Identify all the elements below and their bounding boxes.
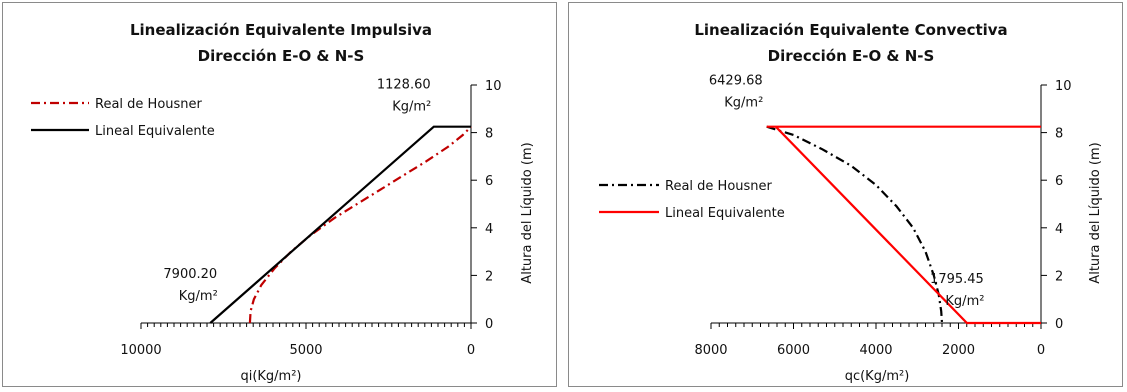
data-label-value: 1128.60 — [377, 78, 431, 93]
y-tick-label: 10 — [1055, 79, 1072, 94]
y-tick-label: 0 — [1055, 317, 1063, 332]
chart-convectiva: Linealización Equivalente Convectiva Dir… — [568, 2, 1123, 387]
chart-title: Linealización Equivalente Convectiva — [694, 21, 1007, 39]
legend-label: Lineal Equivalente — [95, 124, 215, 139]
x-tick-label: 4000 — [859, 343, 892, 358]
data-label-unit: Kg/m² — [724, 96, 763, 111]
chart-subtitle: Dirección E-O & N-S — [768, 47, 935, 65]
data-label-unit: Kg/m² — [392, 100, 431, 115]
data-label-unit: Kg/m² — [179, 289, 218, 304]
chart-convectiva-svg: Linealización Equivalente Convectiva Dir… — [599, 21, 1103, 384]
x-tick-label: 10000 — [120, 343, 161, 358]
y-axis-title: Altura del Líquido (m) — [520, 142, 535, 283]
y-tick-label: 10 — [485, 79, 502, 94]
y-tick-label: 8 — [485, 127, 493, 142]
data-label-value: 6429.68 — [709, 74, 763, 89]
x-tick-label: 2000 — [942, 343, 975, 358]
chart-subtitle: Dirección E-O & N-S — [198, 47, 365, 65]
series-line-2 — [766, 125, 1041, 325]
chart-impulsiva-svg: Linealización Equivalente Impulsiva Dire… — [31, 21, 535, 384]
legend-label: Lineal Equivalente — [665, 206, 785, 221]
y-tick-label: 4 — [485, 222, 493, 237]
y-tick-label: 6 — [1055, 174, 1063, 189]
x-tick-label: 0 — [1037, 343, 1045, 358]
x-axis-title: qc(Kg/m²) — [845, 369, 910, 384]
y-tick-label: 0 — [485, 317, 493, 332]
chart-impulsiva: Linealización Equivalente Impulsiva Dire… — [2, 2, 557, 387]
series-line-1 — [248, 125, 472, 324]
legend-label: Real de Housner — [95, 97, 203, 112]
x-tick-label: 6000 — [777, 343, 810, 358]
series-line-1 — [766, 125, 944, 324]
series-line-2 — [209, 125, 471, 324]
x-axis-title: qi(Kg/m²) — [240, 369, 301, 384]
legend-label: Real de Housner — [665, 179, 773, 194]
y-tick-label: 6 — [485, 174, 493, 189]
x-tick-label: 0 — [467, 343, 475, 358]
data-label-value: 7900.20 — [163, 267, 217, 282]
data-label-unit: Kg/m² — [945, 294, 984, 309]
y-tick-label: 4 — [1055, 222, 1063, 237]
x-tick-label: 5000 — [289, 343, 322, 358]
y-axis-title: Altura del Líquido (m) — [1088, 142, 1103, 283]
chart-title: Linealización Equivalente Impulsiva — [130, 21, 432, 39]
x-tick-label: 8000 — [694, 343, 727, 358]
data-label-value: 1795.45 — [930, 272, 984, 287]
y-tick-label: 8 — [1055, 127, 1063, 142]
y-tick-label: 2 — [485, 269, 493, 284]
y-tick-label: 2 — [1055, 269, 1063, 284]
